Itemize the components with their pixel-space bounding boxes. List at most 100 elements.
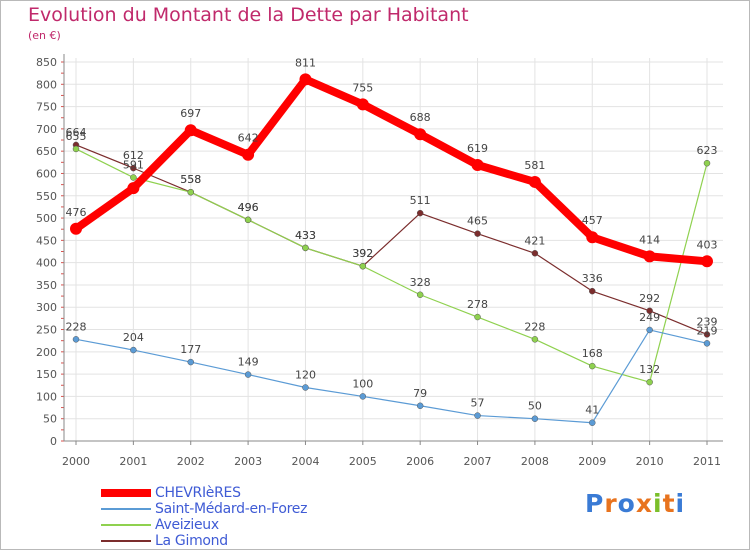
y-tick-label: 150 bbox=[36, 368, 57, 381]
data-label: 228 bbox=[66, 320, 87, 333]
data-point bbox=[416, 402, 424, 410]
data-label-layer: 476 697 642 811 755 688 619 581 457 414 403 228 204 1… bbox=[66, 56, 718, 416]
series-line bbox=[72, 75, 711, 266]
data-point bbox=[130, 174, 137, 181]
data-point bbox=[356, 98, 369, 111]
x-tick-label: 2008 bbox=[521, 455, 549, 468]
data-point bbox=[646, 307, 653, 315]
data-label: 433 bbox=[295, 229, 316, 242]
y-tick-label: 100 bbox=[36, 390, 57, 403]
data-label: 79 bbox=[413, 387, 427, 400]
series-line bbox=[75, 329, 708, 424]
data-point bbox=[703, 159, 711, 167]
data-point bbox=[646, 378, 653, 386]
data-label: 433 bbox=[295, 229, 316, 242]
data-label: 496 bbox=[238, 201, 259, 214]
logo-letter: x bbox=[635, 489, 653, 518]
data-label: 642 bbox=[238, 132, 259, 145]
data-label: 249 bbox=[639, 311, 660, 324]
data-label: 403 bbox=[697, 238, 718, 251]
x-tick-label: 2005 bbox=[349, 455, 377, 468]
data-point bbox=[187, 188, 194, 196]
data-label: 496 bbox=[238, 201, 259, 214]
data-point bbox=[474, 230, 481, 237]
data-point bbox=[703, 340, 711, 347]
data-point bbox=[528, 175, 541, 188]
y-tick-label: 550 bbox=[36, 190, 57, 203]
data-label: 581 bbox=[524, 159, 545, 172]
data-label: 120 bbox=[295, 368, 316, 381]
data-point bbox=[589, 419, 596, 426]
data-label: 619 bbox=[467, 142, 488, 155]
data-point bbox=[70, 222, 82, 235]
data-point bbox=[72, 145, 80, 153]
data-label: 623 bbox=[697, 144, 718, 157]
data-label: 558 bbox=[180, 173, 201, 186]
data-point bbox=[701, 255, 713, 268]
data-label: 41 bbox=[585, 404, 599, 417]
y-tick-label: 600 bbox=[36, 167, 57, 180]
data-label: 292 bbox=[639, 292, 660, 305]
data-label: 239 bbox=[697, 315, 718, 328]
data-label: 57 bbox=[471, 397, 485, 410]
legend-label: La Gimond bbox=[155, 533, 228, 549]
data-label: 755 bbox=[352, 81, 373, 94]
data-point bbox=[130, 164, 137, 172]
data-label: 50 bbox=[528, 400, 542, 413]
y-tick-label: 400 bbox=[36, 257, 57, 270]
y-tick-label: 300 bbox=[36, 301, 57, 314]
chart-title: Evolution du Montant de la Dette par Hab… bbox=[28, 4, 469, 26]
data-point bbox=[244, 371, 252, 378]
y-tick-label: 650 bbox=[36, 145, 57, 158]
data-point bbox=[299, 73, 312, 86]
data-point bbox=[703, 331, 711, 338]
data-label: 421 bbox=[524, 234, 545, 247]
series-0 bbox=[70, 73, 713, 268]
data-point bbox=[127, 182, 140, 195]
x-tick-label: 2006 bbox=[406, 455, 434, 468]
data-label: 392 bbox=[352, 247, 373, 260]
data-label: 591 bbox=[123, 158, 144, 171]
y-tick-label: 750 bbox=[36, 101, 57, 114]
series-1 bbox=[72, 326, 711, 426]
data-point bbox=[130, 346, 137, 354]
legend-label: Aveizieux bbox=[155, 517, 219, 533]
legend-label: CHEVRIèRES bbox=[155, 485, 241, 501]
logo-letter: i bbox=[675, 489, 686, 518]
data-label: 811 bbox=[295, 56, 316, 69]
data-label: 177 bbox=[180, 343, 201, 356]
series-layer bbox=[70, 73, 713, 426]
axis-layer: 0501001502002503003504004505005506006507… bbox=[36, 54, 723, 468]
data-label: 328 bbox=[410, 276, 431, 289]
data-label: 132 bbox=[639, 363, 660, 376]
data-point bbox=[244, 216, 252, 224]
legend-label: Saint-Médard-en-Forez bbox=[155, 501, 308, 517]
series-2 bbox=[72, 145, 711, 386]
data-label: 612 bbox=[123, 149, 144, 162]
legend-swatch bbox=[101, 489, 151, 497]
y-tick-label: 350 bbox=[36, 279, 57, 292]
proxiti-logo: Proxiti bbox=[585, 489, 685, 518]
data-point bbox=[359, 393, 367, 400]
data-label: 228 bbox=[524, 320, 545, 333]
data-label: 168 bbox=[582, 347, 603, 360]
data-point bbox=[302, 244, 309, 252]
logo-letter: r bbox=[604, 489, 618, 518]
data-label: 149 bbox=[238, 356, 259, 369]
y-tick-label: 250 bbox=[36, 324, 57, 337]
data-label: 336 bbox=[582, 272, 603, 285]
x-tick-label: 2004 bbox=[291, 455, 319, 468]
x-tick-label: 2007 bbox=[464, 455, 492, 468]
y-tick-label: 700 bbox=[36, 123, 57, 136]
data-point bbox=[471, 158, 484, 171]
data-point bbox=[359, 262, 367, 270]
data-point bbox=[184, 124, 197, 137]
series-line bbox=[75, 148, 708, 383]
data-point bbox=[474, 412, 481, 419]
data-point bbox=[586, 231, 599, 244]
data-point bbox=[531, 336, 539, 343]
y-tick-label: 50 bbox=[43, 413, 57, 426]
data-point bbox=[187, 358, 194, 366]
x-tick-label: 2000 bbox=[62, 455, 90, 468]
x-tick-label: 2010 bbox=[636, 455, 664, 468]
